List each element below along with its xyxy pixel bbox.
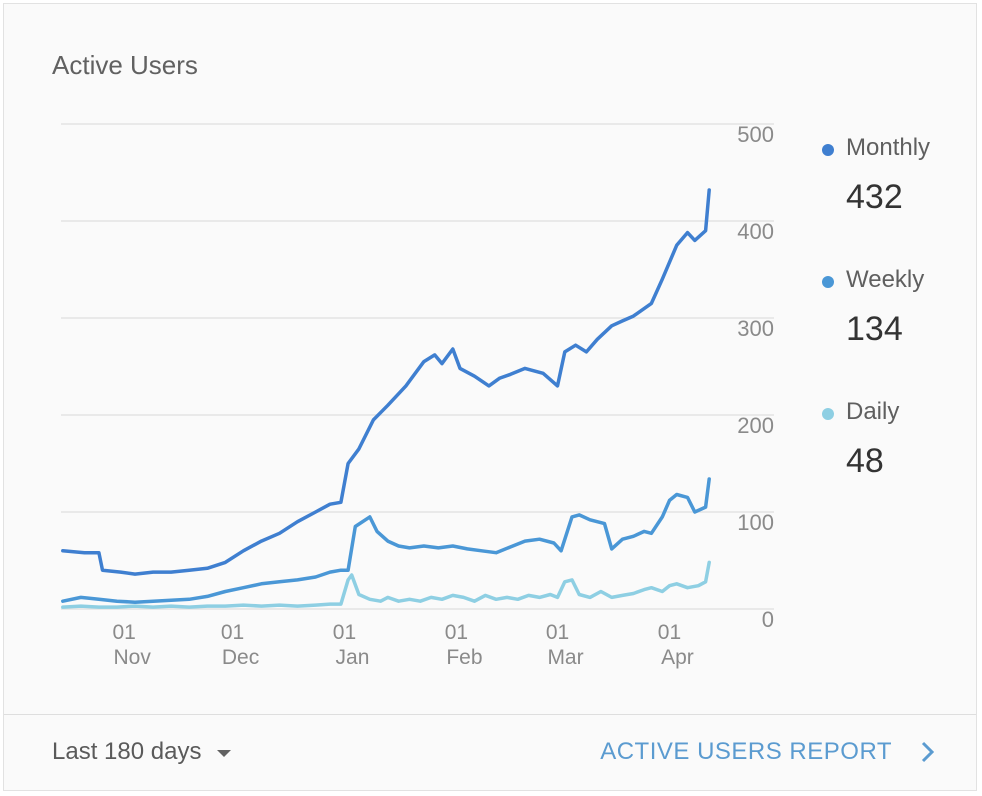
y-tick-label-100: 100 (737, 510, 774, 535)
legend-value-weekly: 134 (846, 310, 903, 348)
legend-value-monthly: 432 (846, 178, 903, 216)
chevron-right-icon (921, 741, 935, 763)
legend-label-monthly: Monthly (846, 134, 931, 161)
x-tick-month-nov: Nov (114, 646, 152, 669)
x-tick-day-apr: 01 (658, 621, 681, 644)
y-tick-label-300: 300 (737, 316, 774, 341)
footer-divider (4, 714, 976, 715)
x-tick-month-apr: Apr (661, 646, 694, 669)
y-tick-label-0: 0 (762, 607, 774, 632)
x-tick-day-feb: 01 (445, 621, 468, 644)
date-range-label: Last 180 days (52, 738, 202, 765)
active-users-report-link[interactable]: ACTIVE USERS REPORT (600, 738, 936, 766)
card-title: Active Users (52, 50, 198, 80)
x-tick-month-jan: Jan (336, 646, 370, 669)
legend-value-daily: 48 (846, 442, 884, 480)
active-users-chart: 010020030040050001Nov01Dec01Jan01Feb01Ma… (61, 122, 774, 669)
x-tick-day-mar: 01 (546, 621, 569, 644)
series-line-daily (61, 560, 711, 609)
series-line-monthly (61, 188, 711, 576)
x-tick-day-dec: 01 (221, 621, 244, 644)
active-users-card: Active Users 0 100 200 300 400 500 01 Nov 01 Dec 0… (3, 3, 977, 791)
report-link-label: ACTIVE USERS REPORT (600, 738, 892, 765)
x-tick-day-nov: 01 (113, 621, 136, 644)
legend-label-daily: Daily (846, 398, 900, 425)
x-tick-month-feb: Feb (446, 646, 482, 669)
legend-label-weekly: Weekly (846, 266, 925, 293)
x-tick-day-jan: 01 (333, 621, 356, 644)
caret-down-icon (217, 749, 232, 757)
y-tick-label-500: 500 (737, 122, 774, 147)
x-tick-month-dec: Dec (222, 646, 259, 669)
date-range-dropdown[interactable]: Last 180 days (52, 738, 232, 766)
y-tick-label-400: 400 (737, 219, 774, 244)
series-line-weekly (61, 477, 711, 604)
legend-dot-weekly (822, 276, 834, 288)
y-tick-label-200: 200 (737, 413, 774, 438)
legend-dot-daily (822, 408, 834, 420)
x-tick-month-mar: Mar (547, 646, 583, 669)
legend-dot-monthly (822, 144, 834, 156)
